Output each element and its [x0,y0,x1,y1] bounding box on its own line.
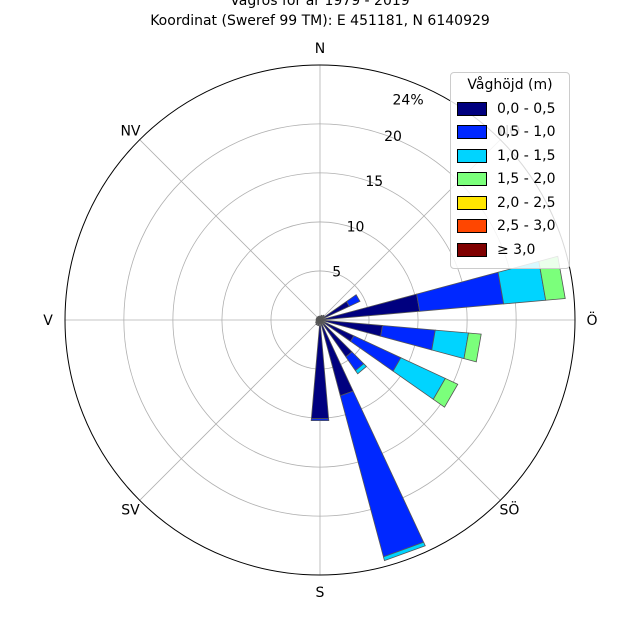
legend-item: 2,5 - 3,0 [457,215,563,239]
rose-bar-segment [345,294,361,307]
rose-bar-segment [463,332,482,363]
radial-tick-label: 15 [365,174,383,190]
legend-swatch [457,125,487,140]
rose-bar-segment [416,271,505,312]
direction-label: NV [120,123,140,139]
legend-swatch [457,219,487,234]
title-block: Vågros för år 1979 - 2019 Koordinat (Swe… [0,0,640,31]
chart-title: Vågros för år 1979 - 2019 [230,0,410,9]
outer-frame [64,64,576,576]
direction-label: Ö [586,311,597,329]
direction-label: S [316,585,325,601]
rose-bar-segment [354,363,368,375]
legend-item: 0,5 - 1,0 [457,121,563,145]
direction-label: N [315,41,325,57]
legend-swatch [457,148,487,163]
legend-swatch [457,101,487,116]
legend-swatch [457,242,487,257]
legend-rows: 0,0 - 0,5 0,5 - 1,0 1,0 - 1,5 1,5 - 2,0 2,0 … [457,97,563,262]
direction-label: SV [121,503,140,519]
rose-bar-segment [380,325,436,351]
rose-bar-segment [319,314,325,321]
direction-label: V [43,313,53,329]
rose-bar-segment [382,541,426,562]
direction-label: SÖ [500,501,520,519]
legend-item: 0,0 - 0,5 [457,97,563,121]
legend: Våghöjd (m) 0,0 - 0,5 0,5 - 1,0 1,0 - 1,5 1… [450,72,570,269]
legend-swatch [457,172,487,187]
radial-tick-label: 5 [332,265,341,281]
rose-bar-segment [339,390,425,558]
legend-label: 1,0 - 1,5 [497,147,556,164]
legend-label: 1,5 - 2,0 [497,171,556,188]
rose-bar-segment [432,377,459,408]
legend-label: ≥ 3,0 [497,241,536,258]
legend-label: 0,0 - 0,5 [497,100,556,117]
rose-bar-segment [431,329,469,360]
radial-tick-label: 24% [393,93,424,109]
grid-spoke [139,139,321,321]
rose-bar-segment [310,418,330,422]
rose-bar-segment [319,293,421,321]
rose-bars [310,255,566,562]
legend-title: Våghöjd (m) [467,77,553,93]
radial-tick-label: 20 [384,129,402,145]
chart-subtitle: Koordinat (Sweref 99 TM): E 451181, N 61… [150,13,490,29]
legend-item: 1,5 - 2,0 [457,168,563,192]
grid-spoke [139,319,321,501]
legend-item: 1,0 - 1,5 [457,144,563,168]
radial-tick-label: 10 [347,219,365,235]
polar-grid [64,64,576,576]
legend-label: 2,5 - 3,0 [497,218,556,235]
legend-swatch [457,195,487,210]
legend-item: ≥ 3,0 [457,238,563,262]
legend-item: 2,0 - 2,5 [457,191,563,215]
legend-label: 0,5 - 1,0 [497,124,556,141]
legend-label: 2,0 - 2,5 [497,194,556,211]
